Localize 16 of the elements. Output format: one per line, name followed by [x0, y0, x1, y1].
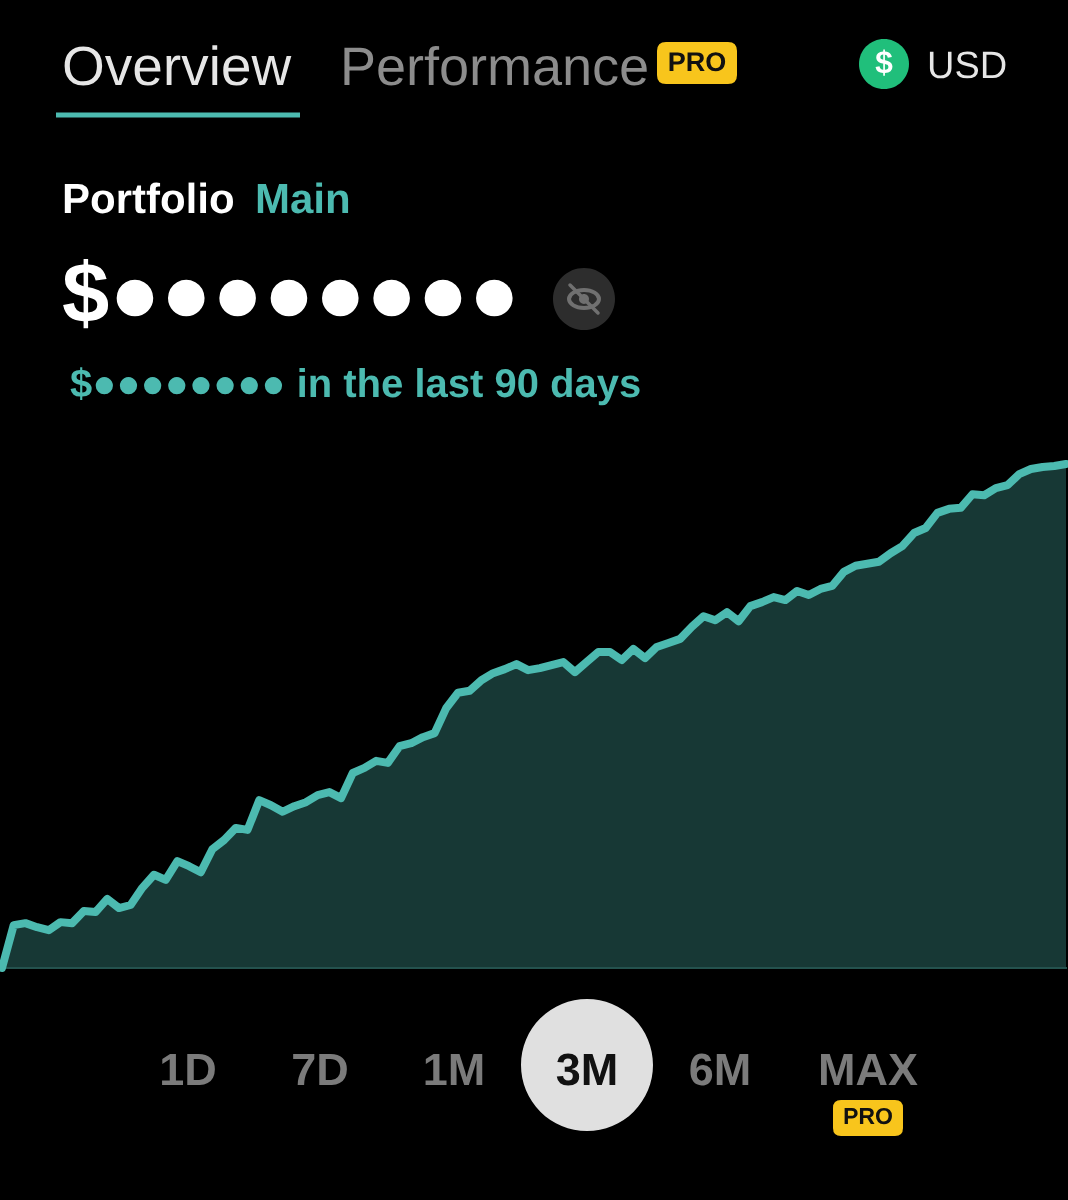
text: 3M [556, 1053, 616, 1086]
text: PRO [669, 52, 726, 72]
text: Portfolio [64, 182, 233, 214]
text: Overview [64, 45, 292, 86]
text: Main [257, 182, 349, 214]
text: $ [875, 49, 893, 76]
text: $●●●●●●●● [63, 258, 513, 329]
text: 6M [690, 1053, 749, 1086]
text: PRO [844, 1107, 892, 1125]
text: Performance [344, 45, 647, 86]
text: USD [929, 51, 1006, 79]
text: 1M [425, 1054, 483, 1085]
text: MAX [821, 1054, 918, 1085]
text: $●●●●●●●● in the last 90 days [70, 367, 640, 406]
text: 1D [162, 1054, 215, 1085]
text: 7D [293, 1054, 347, 1085]
